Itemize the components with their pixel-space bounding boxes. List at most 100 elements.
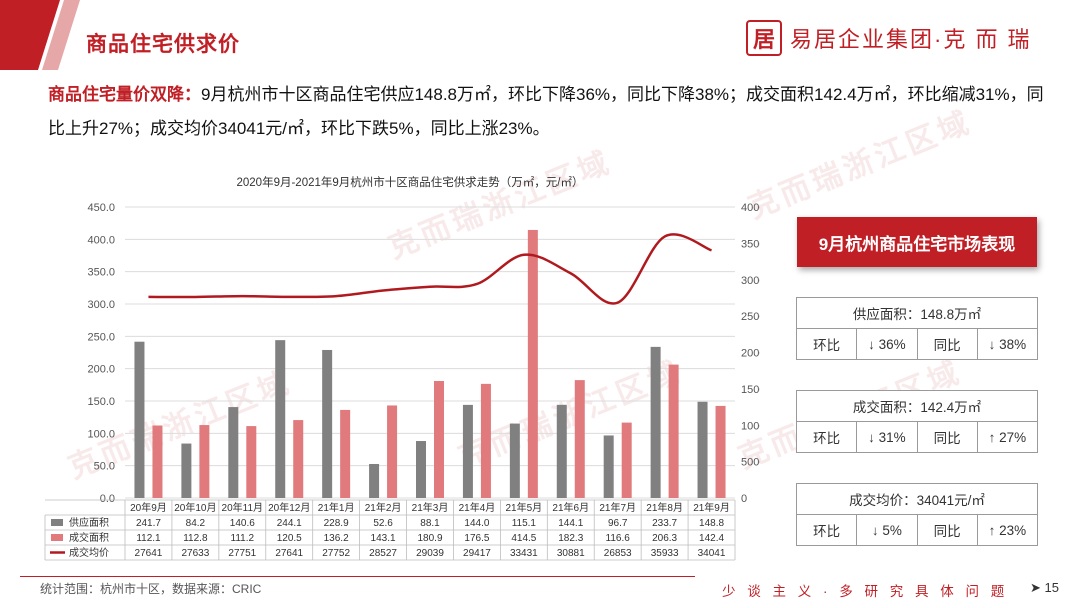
x-tick-label: 21年7月 [599,501,636,514]
data-label: 112.1 [136,533,161,544]
data-label: 30881 [557,548,585,559]
card-title: 供应面积：148.8万㎡ [797,298,1037,329]
x-tick-label: 21年4月 [459,501,496,514]
data-label: 33431 [510,548,538,559]
deal-bar [480,383,491,498]
data-label: 148.8 [699,518,724,529]
x-tick-label: 20年12月 [268,501,310,514]
deal-bar [434,381,444,498]
y-left-tick-label: 200.0 [87,364,115,376]
deal-bar [574,380,585,498]
data-label: 27751 [228,548,256,559]
price-line [148,233,713,305]
y-left-tick-label: 350.0 [87,267,115,279]
deal-bar [293,420,304,498]
supply-bar [603,435,614,498]
yoy-label: 同比 [918,515,978,545]
data-label: 35933 [651,548,679,559]
data-label: 27641 [275,548,303,559]
logo-text: 易居企业集团·克 而 瑞 [790,27,1032,52]
x-tick-label: 21年1月 [318,501,355,514]
card-title: 成交面积：142.4万㎡ [797,391,1037,422]
x-tick-label: 20年10月 [174,501,216,514]
y-right-tick-label: 15000 [741,384,760,396]
supply-bar [556,404,567,498]
mom-label: 环比 [797,515,858,545]
x-tick-label: 21年9月 [693,501,730,514]
supply-bar [369,463,380,498]
legend-label: 供应面积 [69,516,109,529]
page-number: ➤ 15 [1030,580,1059,595]
y-left-tick-label: 150.0 [87,396,115,408]
supply-bar [509,423,520,498]
y-right-tick-label: 20000 [741,348,760,360]
footer-slogan: 少 谈 主 义 · 多 研 究 具 体 问 题 [722,584,1009,599]
data-label: 120.5 [277,533,302,544]
data-label: 182.3 [558,533,583,544]
supply-bar [134,341,145,498]
data-label: 206.3 [652,533,677,544]
yoy-label: 同比 [918,422,978,452]
data-label: 111.2 [231,533,255,544]
supply-demand-chart: 0.0 50.0 100.0 150.0 200.0 250.0 300.0 350.0 400… [44,202,760,561]
summary-text: 9月杭州市十区商品住宅供应148.8万㎡，环比下降36%，同比下降38%；成交面… [48,85,1044,138]
data-label: 88.1 [420,518,440,529]
panel-header: 9月杭州商品住宅市场表现 [797,217,1037,267]
avg-price-card: 成交均价：34041元/㎡ 环比 ↓ 5% 同比 ↑ 23% [796,483,1038,546]
data-label: 241.7 [136,518,161,529]
card-title: 成交均价：34041元/㎡ [797,484,1037,515]
y-left-tick-label: 450.0 [87,202,115,214]
y-right-tick-label: 25000 [741,311,760,323]
header-decoration [0,0,80,70]
yoy-label: 同比 [918,329,978,359]
data-label: 52.6 [373,518,393,529]
data-label: 136.2 [324,533,349,544]
deal-bar [668,364,679,498]
y-left-tick-label: 250.0 [87,331,115,343]
footer-source: 统计范围：杭州市十区，数据来源：CRIC [40,582,262,596]
x-tick-label: 21年2月 [365,501,402,514]
logo-seal-icon: 居 [746,20,782,56]
y-right-tick-label: 0 [741,493,747,505]
summary-paragraph: 商品住宅量价双降：9月杭州市十区商品住宅供应148.8万㎡，环比下降36%，同比… [48,78,1058,146]
mom-value: ↓ 36% [857,329,918,359]
yoy-value: ↑ 23% [988,522,1027,538]
deal-bar [246,426,257,498]
data-label: 176.5 [464,533,489,544]
supply-bar [228,407,239,498]
y-left-tick-label: 400.0 [87,234,115,246]
deal-bar [199,425,210,498]
y-left-tick-label: 100.0 [87,428,115,440]
y-left-tick-label: 0.0 [100,493,115,505]
deal-bar [621,422,632,498]
y-right-tick-label: 5000 [741,457,760,469]
y-right-tick-label: 35000 [741,238,760,250]
data-label: 116.6 [606,533,631,544]
supply-bar [697,401,708,498]
brand-logo: 居 易居企业集团·克 而 瑞 [746,20,1032,56]
legend-swatch [51,534,63,541]
deal-bar [715,405,726,498]
yoy-value: ↓ 38% [988,336,1027,352]
data-label: 115.1 [512,518,537,529]
yoy-value: ↑ 27% [988,429,1027,445]
legend-label: 成交均价 [69,546,109,559]
supply-card: 供应面积：148.8万㎡ 环比 ↓ 36% 同比 ↓ 38% [796,297,1038,360]
legend-swatch [51,519,63,526]
data-label: 140.6 [230,518,255,529]
data-label: 96.7 [608,518,628,529]
deal-area-card: 成交面积：142.4万㎡ 环比 ↓ 31% 同比 ↑ 27% [796,390,1038,453]
data-label: 84.2 [186,518,206,529]
data-label: 112.8 [183,533,208,544]
y-left-tick-label: 50.0 [94,461,115,473]
supply-bar [462,404,473,498]
y-right-tick-label: 10000 [741,420,760,432]
deal-bar [152,425,163,498]
x-tick-label: 20年9月 [130,501,167,514]
mom-label: 环比 [797,422,858,452]
data-label: 28527 [369,548,397,559]
supply-bar [650,346,661,498]
data-label: 34041 [698,548,726,559]
x-tick-label: 21年3月 [412,501,449,514]
footer-divider [20,576,695,577]
